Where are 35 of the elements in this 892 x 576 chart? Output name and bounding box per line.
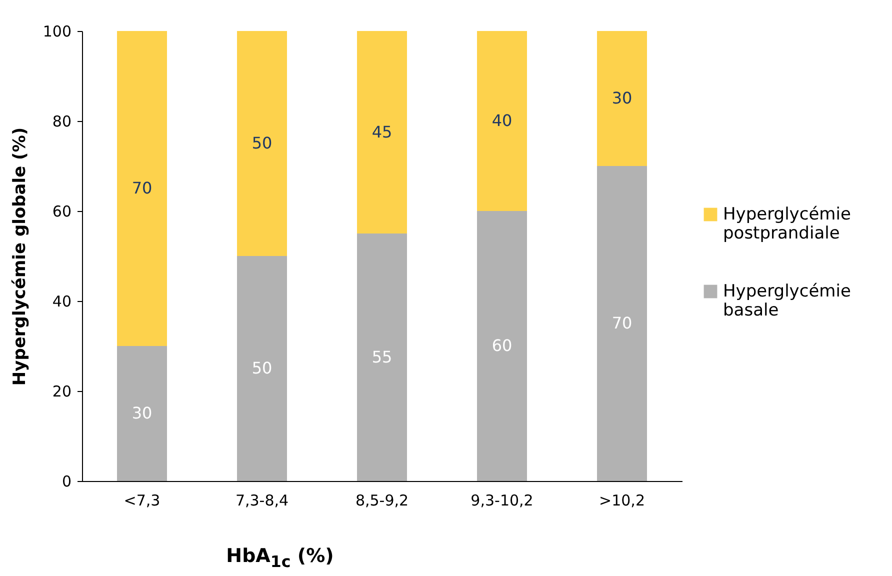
bar	[597, 31, 647, 166]
data-label: 30	[612, 88, 632, 108]
x-tick-label: >10,2	[599, 492, 645, 510]
data-label: 70	[132, 178, 152, 198]
x-axis-title: HbA$_{1c}$ (%)	[226, 545, 334, 571]
data-label: 45	[372, 122, 392, 142]
y-tick-label: 20	[52, 382, 72, 400]
bar	[117, 346, 167, 481]
bar	[357, 234, 407, 481]
legend-label: Hyperglycémie basale	[723, 282, 851, 320]
bar	[357, 31, 407, 234]
data-label: 30	[132, 404, 152, 422]
y-tick-label: 80	[52, 112, 72, 130]
data-label: 70	[612, 314, 632, 332]
bar	[597, 166, 647, 481]
data-label: 50	[252, 134, 272, 152]
y-axis-title: Hyperglycémie globale (%)	[10, 127, 30, 386]
x-tick-label: 7,3-8,4	[235, 492, 289, 510]
data-label: 60	[492, 336, 512, 355]
y-tick-label: 100	[42, 22, 72, 40]
data-label: 40	[492, 111, 512, 130]
bar	[237, 256, 287, 481]
bar	[477, 31, 527, 211]
data-label: 55	[372, 347, 392, 366]
bar	[477, 211, 527, 481]
x-tick-label: 8,5-9,2	[355, 492, 409, 510]
bar	[237, 31, 287, 256]
y-tick-label: 40	[52, 292, 72, 310]
legend-label: Hyperglycémie postprandiale	[723, 204, 851, 244]
y-tick-label: 0	[62, 472, 72, 490]
x-tick-label: <7,3	[124, 492, 160, 510]
y-tick-label: 60	[52, 202, 72, 220]
x-tick-label: 9,3-10,2	[470, 492, 534, 510]
bar	[117, 31, 167, 346]
data-label: 50	[252, 358, 272, 378]
